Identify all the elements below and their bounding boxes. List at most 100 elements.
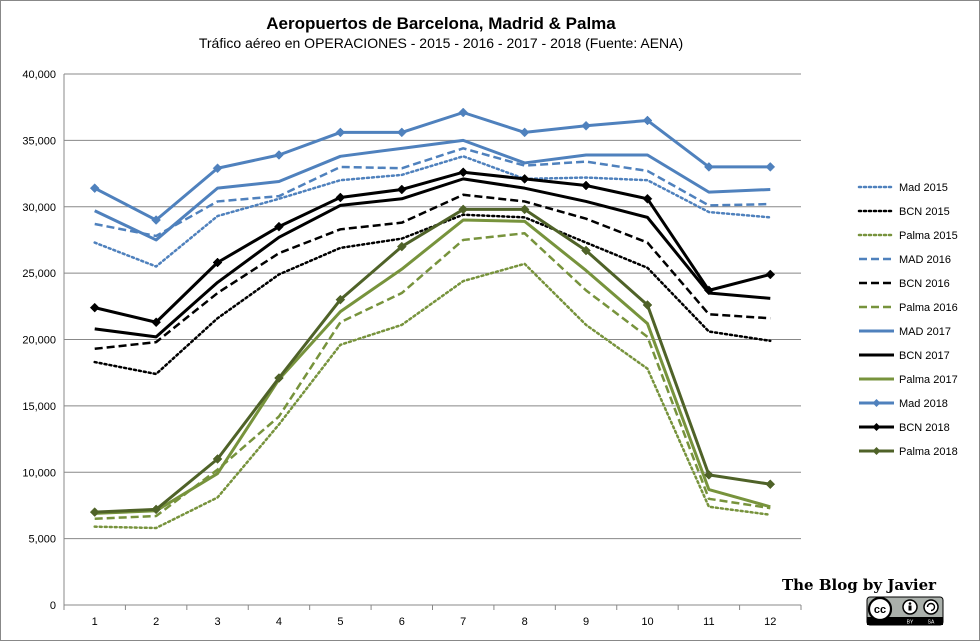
- x-tick-label: 9: [583, 616, 589, 628]
- x-tick-label: 6: [399, 616, 405, 628]
- series-bcn-2018: [89, 167, 776, 328]
- series-mad-2018: [89, 107, 776, 225]
- series-mad-2015: [93, 155, 772, 268]
- data-point: [396, 241, 407, 252]
- data-point: [335, 192, 346, 203]
- legend-label: BCN 2018: [899, 422, 950, 434]
- data-point: [519, 204, 530, 215]
- legend-marker: [872, 423, 881, 431]
- legend-label: Palma 2018: [899, 446, 958, 458]
- data-point: [765, 162, 776, 172]
- data-point: [274, 221, 284, 232]
- data-point: [396, 127, 407, 138]
- data-point: [274, 373, 284, 383]
- x-tick-label: 7: [460, 616, 466, 628]
- data-point: [519, 174, 530, 184]
- data-point: [212, 454, 223, 464]
- cc-by-sa-icon: cc BY SA: [866, 596, 944, 626]
- x-tick-label: 8: [522, 616, 528, 628]
- legend: Mad 2015 BCN 2015 Palma 2015 MAD 2016 BCN 20…: [857, 182, 958, 458]
- chart-subtitle: Tráfico aéreo en OPERACIONES - 2015 - 20…: [199, 35, 683, 51]
- data-point: [519, 127, 530, 138]
- chart-title: Aeropuertos de Barcelona, Madrid & Palma: [266, 14, 616, 33]
- legend-item: Mad 2018: [859, 398, 948, 410]
- x-tick-label: 5: [337, 616, 343, 628]
- data-point: [581, 245, 591, 256]
- series-mad-2017: [94, 138, 771, 242]
- legend-marker: [872, 447, 881, 455]
- series-palma-2017: [94, 218, 771, 515]
- x-tick-label: 4: [276, 616, 282, 628]
- watermark: The Blog by Javier cc BY SA: [782, 576, 944, 626]
- data-point: [335, 127, 346, 138]
- series-line: [94, 177, 771, 339]
- data-point: [396, 184, 407, 195]
- legend-item: Palma 2018: [859, 446, 958, 458]
- series-bcn-2017: [94, 177, 771, 339]
- legend-label: BCN 2016: [899, 278, 950, 290]
- x-tick-label: 11: [703, 616, 714, 628]
- x-tick-label: 2: [153, 616, 159, 628]
- legend-label: Mad 2015: [899, 182, 948, 194]
- legend-label: Mad 2018: [899, 398, 948, 410]
- y-tick-label: 40,000: [22, 69, 56, 81]
- series-line: [94, 193, 771, 351]
- y-tick-label: 0: [50, 600, 56, 612]
- legend-label: Palma 2017: [899, 374, 958, 386]
- data-point: [89, 183, 100, 194]
- data-point: [642, 115, 653, 126]
- legend-item: BCN 2017: [859, 350, 950, 362]
- y-tick-label: 5,000: [28, 534, 56, 546]
- data-point: [458, 107, 469, 118]
- data-point: [581, 180, 591, 191]
- axes: 0 5,000 10,000 15,000 20,000 25,000 30,000 35,0…: [22, 69, 802, 628]
- blog-signature: The Blog by Javier: [782, 576, 937, 594]
- legend-label: BCN 2015: [899, 206, 950, 218]
- y-tick-label: 30,000: [22, 202, 56, 214]
- series-palma-2018: [89, 204, 776, 517]
- y-tick-label: 25,000: [22, 268, 56, 280]
- series-bcn-2016: [94, 193, 771, 351]
- series-line: [94, 207, 771, 514]
- data-point: [642, 300, 653, 310]
- legend-item: Mad 2015: [857, 182, 948, 194]
- y-tick-label: 35,000: [22, 135, 56, 147]
- legend-label: MAD 2017: [899, 326, 951, 338]
- series-palma-2015: [93, 262, 772, 530]
- legend-item: MAD 2016: [859, 254, 951, 266]
- legend-item: Palma 2016: [859, 302, 958, 314]
- series-line: [94, 218, 771, 515]
- data-point: [89, 507, 100, 517]
- svg-text:cc: cc: [874, 604, 886, 616]
- y-tick-label: 20,000: [22, 335, 56, 347]
- legend-label: Palma 2015: [899, 230, 958, 242]
- legend-item: BCN 2018: [859, 422, 950, 434]
- data-point: [212, 163, 223, 174]
- data-point: [212, 257, 223, 268]
- legend-marker: [872, 399, 881, 407]
- data-point: [765, 269, 776, 280]
- data-point: [458, 204, 469, 215]
- y-tick-label: 15,000: [22, 401, 56, 413]
- data-point: [704, 470, 714, 480]
- series-line: [93, 155, 772, 268]
- data-point: [581, 120, 591, 131]
- cc-sa-label: SA: [928, 620, 935, 626]
- series-line: [93, 213, 772, 376]
- series-bcn-2015: [93, 213, 772, 376]
- data-point: [642, 193, 653, 204]
- series-line: [94, 138, 771, 242]
- x-tick-label: 1: [92, 616, 98, 628]
- legend-item: BCN 2016: [859, 278, 950, 290]
- legend-label: BCN 2017: [899, 350, 950, 362]
- legend-item: BCN 2015: [857, 206, 950, 218]
- series-line: [94, 110, 771, 222]
- series-line: [94, 232, 771, 520]
- legend-item: MAD 2017: [859, 326, 951, 338]
- data-point: [458, 167, 469, 178]
- legend-item: Palma 2017: [859, 374, 958, 386]
- series-line: [94, 170, 771, 324]
- cc-by-label: BY: [907, 620, 914, 626]
- legend-item: Palma 2015: [857, 230, 958, 242]
